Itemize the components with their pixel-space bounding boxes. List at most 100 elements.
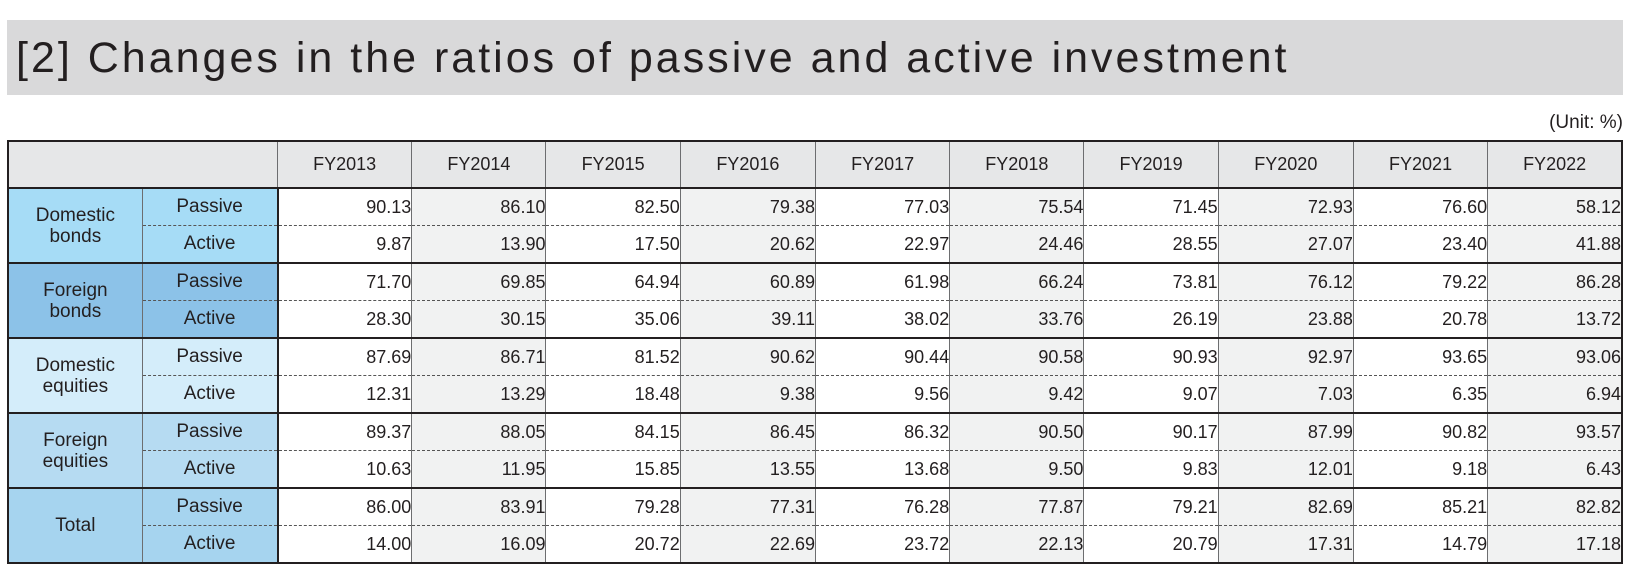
value-cell: 9.07	[1083, 375, 1219, 414]
value-cell: 39.11	[679, 300, 816, 339]
value-cell: 90.17	[1083, 413, 1219, 451]
value-cell: 16.09	[411, 525, 546, 564]
value-cell: 35.06	[545, 300, 681, 339]
value-cell: 30.15	[411, 300, 546, 339]
domestic-bonds-active-row: Active 9.87 13.90 17.50 20.62 22.97 24.46 28.55…	[8, 225, 1622, 264]
value-cell: 13.72	[1487, 300, 1622, 339]
page-title: [2] Changes in the ratios of passive and…	[16, 34, 1290, 82]
value-cell: 33.76	[949, 300, 1084, 339]
category-label-line: equities	[42, 375, 109, 397]
value-cell: 13.68	[814, 450, 950, 489]
value-cell: 66.24	[949, 263, 1084, 301]
value-cell: 86.45	[679, 413, 816, 451]
value-cell: 22.97	[814, 225, 950, 264]
value-cell: 93.65	[1352, 338, 1488, 376]
value-cell: 83.91	[411, 488, 546, 526]
category-label: Domestic equities	[8, 338, 143, 414]
value-cell: 20.79	[1083, 525, 1219, 564]
value-cell: 24.46	[949, 225, 1084, 264]
value-cell: 77.87	[949, 488, 1084, 526]
passive-label: Passive	[142, 188, 279, 226]
value-cell: 90.13	[277, 188, 412, 226]
value-cell: 73.81	[1083, 263, 1219, 301]
value-cell: 27.07	[1217, 225, 1354, 264]
value-cell: 6.43	[1487, 450, 1622, 489]
value-cell: 13.55	[679, 450, 816, 489]
foreign-bonds-passive-row: Foreign bonds Passive 71.70 69.85 64.94 60.89 6…	[8, 263, 1622, 339]
value-cell: 23.40	[1352, 225, 1488, 264]
year-header: FY2014	[411, 141, 546, 189]
value-cell: 92.97	[1217, 338, 1354, 376]
passive-label: Passive	[142, 263, 279, 301]
value-cell: 76.12	[1217, 263, 1354, 301]
category-label-line: Foreign	[43, 429, 108, 451]
year-header: FY2013	[276, 141, 412, 189]
category-label-line: equities	[42, 450, 109, 472]
year-header: FY2018	[949, 141, 1084, 189]
category-label: Foreign bonds	[8, 263, 143, 339]
category-label: Total	[8, 488, 143, 564]
value-cell: 82.69	[1217, 488, 1354, 526]
value-cell: 60.89	[679, 263, 816, 301]
value-cell: 9.38	[679, 375, 816, 414]
value-cell: 85.21	[1352, 488, 1488, 526]
passive-label: Passive	[142, 338, 279, 376]
value-cell: 9.56	[814, 375, 950, 414]
value-cell: 9.87	[277, 225, 412, 264]
value-cell: 38.02	[814, 300, 950, 339]
value-cell: 17.31	[1217, 525, 1354, 564]
value-cell: 88.05	[411, 413, 546, 451]
table-body: Domestic bonds Passive 90.13 86.10 82.50 79.38…	[8, 188, 1622, 564]
value-cell: 72.93	[1217, 188, 1354, 226]
value-cell: 86.71	[411, 338, 546, 376]
category-label: Foreign equities	[8, 413, 143, 489]
value-cell: 71.45	[1083, 188, 1219, 226]
value-cell: 23.72	[814, 525, 950, 564]
year-header: FY2015	[545, 141, 681, 189]
value-cell: 76.60	[1352, 188, 1488, 226]
value-cell: 9.42	[949, 375, 1084, 414]
value-cell: 79.22	[1352, 263, 1488, 301]
value-cell: 84.15	[545, 413, 681, 451]
domestic-equities-passive-row: Domestic equities Passive 87.69 86.71 81.52 90…	[8, 338, 1622, 414]
value-cell: 81.52	[545, 338, 681, 376]
title-bar: [2] Changes in the ratios of passive and…	[7, 20, 1623, 95]
value-cell: 9.83	[1083, 450, 1219, 489]
value-cell: 9.18	[1352, 450, 1488, 489]
header-corner	[8, 141, 143, 189]
value-cell: 86.28	[1487, 263, 1622, 301]
value-cell: 64.94	[545, 263, 681, 301]
total-passive-row: Total Passive 86.00 83.91 79.28 77.31 76.28 77.…	[8, 488, 1622, 564]
foreign-equities-active-row: Active 10.63 11.95 15.85 13.55 13.68 9.50 9.83 1…	[8, 450, 1622, 489]
value-cell: 79.28	[545, 488, 681, 526]
active-label: Active	[142, 525, 279, 564]
value-cell: 17.18	[1487, 525, 1622, 564]
value-cell: 15.85	[545, 450, 681, 489]
value-cell: 71.70	[277, 263, 412, 301]
value-cell: 76.28	[814, 488, 950, 526]
year-header: FY2017	[814, 141, 950, 189]
domestic-bonds-passive-row: Domestic bonds Passive 90.13 86.10 82.50 79.38…	[8, 188, 1622, 264]
value-cell: 90.93	[1083, 338, 1219, 376]
active-label: Active	[142, 225, 279, 264]
active-label: Active	[142, 300, 279, 339]
domestic-equities-active-row: Active 12.31 13.29 18.48 9.38 9.56 9.42 9.07 7.0…	[8, 375, 1622, 414]
unit-label: (Unit: %)	[1549, 112, 1623, 133]
year-header: FY2021	[1352, 141, 1488, 189]
value-cell: 79.38	[679, 188, 816, 226]
value-cell: 86.00	[277, 488, 412, 526]
value-cell: 12.01	[1217, 450, 1354, 489]
header-corner-sub	[141, 141, 278, 189]
category-label-line: bonds	[49, 225, 102, 247]
value-cell: 22.13	[949, 525, 1084, 564]
ratio-table: FY2013 FY2014 FY2015 FY2016 FY2017 FY201…	[7, 140, 1623, 564]
value-cell: 23.88	[1217, 300, 1354, 339]
value-cell: 20.72	[545, 525, 681, 564]
value-cell: 58.12	[1487, 188, 1622, 226]
value-cell: 20.78	[1352, 300, 1488, 339]
value-cell: 77.31	[679, 488, 816, 526]
category-label: Domestic bonds	[8, 188, 143, 264]
year-header: FY2022	[1487, 141, 1622, 189]
value-cell: 90.62	[679, 338, 816, 376]
value-cell: 6.94	[1487, 375, 1622, 414]
